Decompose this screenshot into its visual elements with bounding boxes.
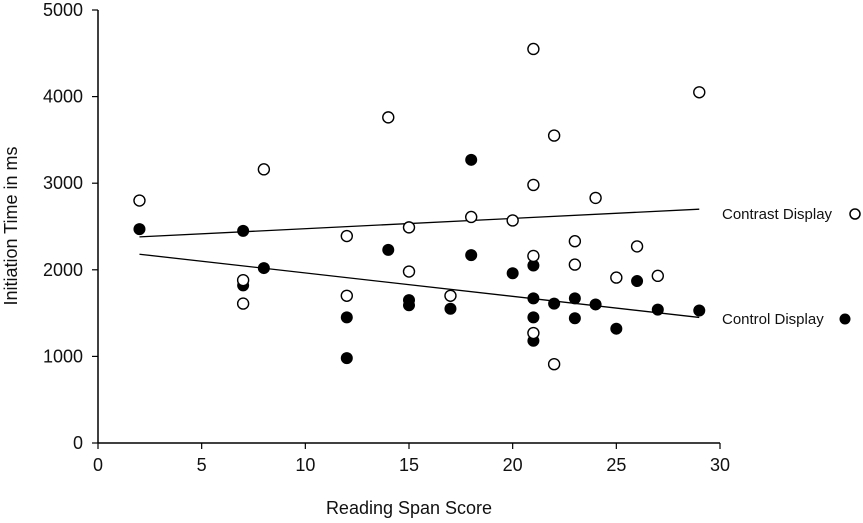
contrast-point xyxy=(527,178,540,192)
y-tick-label: 5000 xyxy=(43,0,83,20)
contrast-point xyxy=(382,111,395,124)
contrast-point xyxy=(547,129,561,142)
contrast-point xyxy=(133,194,146,207)
contrast-point xyxy=(547,357,561,371)
contrast-point xyxy=(589,191,602,205)
control-point xyxy=(693,304,706,317)
control-point xyxy=(465,153,478,166)
contrast-point xyxy=(402,265,416,278)
x-axis-title: Reading Span Score xyxy=(326,498,492,518)
x-tick-label: 10 xyxy=(295,455,315,475)
control-point xyxy=(403,299,415,312)
control-point xyxy=(237,224,250,237)
control-point xyxy=(465,249,478,262)
y-axis-title: Initiation Time in ms xyxy=(1,146,21,305)
control-trendline xyxy=(139,253,700,319)
control-point xyxy=(444,302,457,315)
control-point xyxy=(527,259,540,272)
control-point xyxy=(651,303,664,316)
control-point xyxy=(548,297,561,310)
y-tick-label: 1000 xyxy=(43,346,83,366)
trendlines xyxy=(139,208,700,319)
contrast-point xyxy=(693,86,706,99)
legend: Contrast Display Control Display xyxy=(722,206,861,328)
data-points xyxy=(133,42,706,371)
x-tick-label: 20 xyxy=(503,455,523,475)
contrast-point xyxy=(257,163,271,176)
control-point xyxy=(133,223,146,236)
contrast-point xyxy=(527,326,540,340)
x-tick-label: 15 xyxy=(399,455,419,475)
control-point xyxy=(631,275,644,288)
contrast-point xyxy=(340,289,353,302)
control-point xyxy=(382,243,395,256)
control-point xyxy=(527,292,540,305)
contrast-point xyxy=(527,42,540,56)
y-tick-label: 2000 xyxy=(43,260,83,280)
control-point xyxy=(340,352,353,365)
contrast-point xyxy=(465,210,478,224)
contrast-point xyxy=(527,249,540,263)
control-point xyxy=(257,262,270,275)
contrast-point xyxy=(651,269,664,283)
control-point xyxy=(568,292,581,305)
contrast-point xyxy=(630,240,644,253)
x-tick-label: 5 xyxy=(197,455,207,475)
legend-control-label: Control Display xyxy=(722,311,824,328)
contrast-point xyxy=(568,258,582,271)
legend-contrast-marker-icon xyxy=(849,208,861,220)
contrast-point xyxy=(236,273,250,287)
contrast-point xyxy=(506,214,519,227)
y-tick-label: 0 xyxy=(73,433,83,453)
contrast-point xyxy=(236,297,250,310)
control-point xyxy=(340,311,353,324)
contrast-point xyxy=(568,235,582,248)
x-tick-label: 0 xyxy=(93,455,103,475)
control-point xyxy=(589,298,602,311)
contrast-point xyxy=(444,289,457,302)
y-tick-label: 4000 xyxy=(43,87,83,107)
legend-contrast-label: Contrast Display xyxy=(722,206,833,223)
contrast-point xyxy=(610,271,623,284)
contrast-trendline xyxy=(139,208,700,238)
control-point xyxy=(527,311,540,324)
contrast-point xyxy=(402,221,416,234)
y-tick-label: 3000 xyxy=(43,173,83,193)
contrast-point xyxy=(340,229,353,243)
control-point xyxy=(506,267,519,280)
legend-control-marker-icon xyxy=(839,313,851,325)
control-point xyxy=(568,312,581,325)
x-tick-label: 25 xyxy=(606,455,626,475)
control-point xyxy=(610,322,623,335)
axes: 0 5 10 15 20 25 30 0 1000 2000 3000 4000 5000 xyxy=(43,0,730,475)
x-tick-label: 30 xyxy=(710,455,730,475)
